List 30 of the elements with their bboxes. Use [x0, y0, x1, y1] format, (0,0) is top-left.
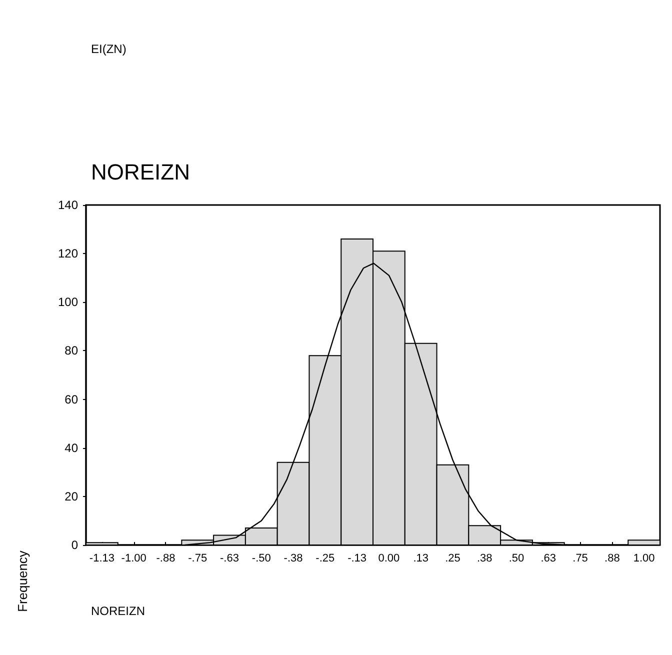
x-tick-label: -.13 — [348, 552, 367, 564]
chart-title: NOREIZN — [91, 160, 190, 184]
x-tick-label: .50 — [508, 552, 524, 564]
y-tick-label: 40 — [64, 440, 78, 455]
y-tick-label: 120 — [58, 246, 78, 261]
x-tick-label: -1.13 — [89, 552, 114, 564]
y-tick-label: 80 — [64, 344, 78, 358]
y-tick-label: 20 — [64, 489, 78, 504]
x-tick-label: .13 — [413, 552, 428, 564]
y-tick-label: 140 — [58, 198, 78, 212]
x-tick-label: .25 — [445, 552, 460, 564]
x-tick-label: .38 — [476, 552, 492, 564]
x-axis-title: NOREIZN — [91, 604, 145, 618]
x-tick-label: .88 — [604, 552, 620, 564]
x-tick-label: -.88 — [156, 552, 176, 564]
x-tick-label: -.38 — [284, 552, 303, 564]
x-tick-label: -1.00 — [121, 552, 146, 564]
x-tick-label: -.75 — [188, 552, 208, 564]
x-tick-label: .63 — [540, 552, 556, 564]
x-tick-label: 0.00 — [378, 552, 400, 564]
text: EI(ZN) — [91, 42, 126, 56]
x-tick-label: -.25 — [316, 552, 335, 564]
x-tick-label: .75 — [572, 552, 588, 564]
x-tick-label: -.63 — [220, 552, 239, 564]
y-tick-label: 100 — [58, 295, 78, 310]
y-axis-title: Frequency — [15, 550, 30, 612]
x-tick-label: -.50 — [252, 552, 271, 564]
y-tick-label: 60 — [64, 392, 78, 406]
x-tick-label: 1.00 — [633, 552, 655, 564]
y-tick-label: 0 — [71, 538, 78, 552]
